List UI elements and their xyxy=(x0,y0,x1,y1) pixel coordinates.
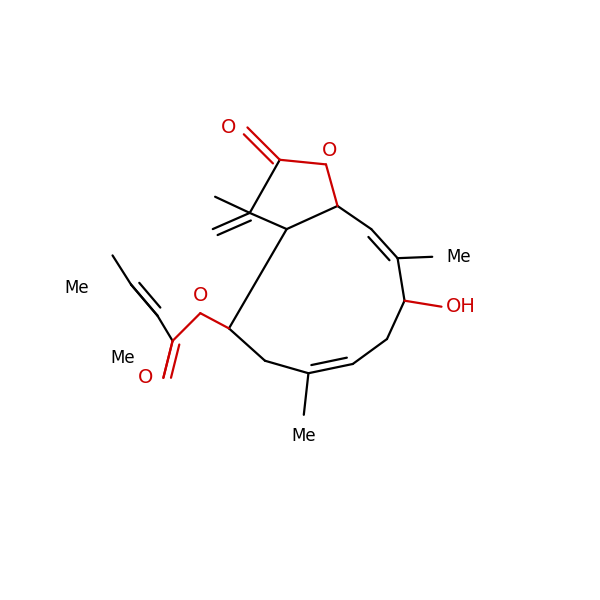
Text: Me: Me xyxy=(292,427,316,445)
Text: O: O xyxy=(138,368,154,388)
Text: OH: OH xyxy=(446,297,476,316)
Text: O: O xyxy=(322,141,337,160)
Text: O: O xyxy=(221,118,236,137)
Text: Me: Me xyxy=(446,248,471,266)
Text: Me: Me xyxy=(110,349,135,367)
Text: Me: Me xyxy=(65,279,89,297)
Text: O: O xyxy=(193,286,208,305)
